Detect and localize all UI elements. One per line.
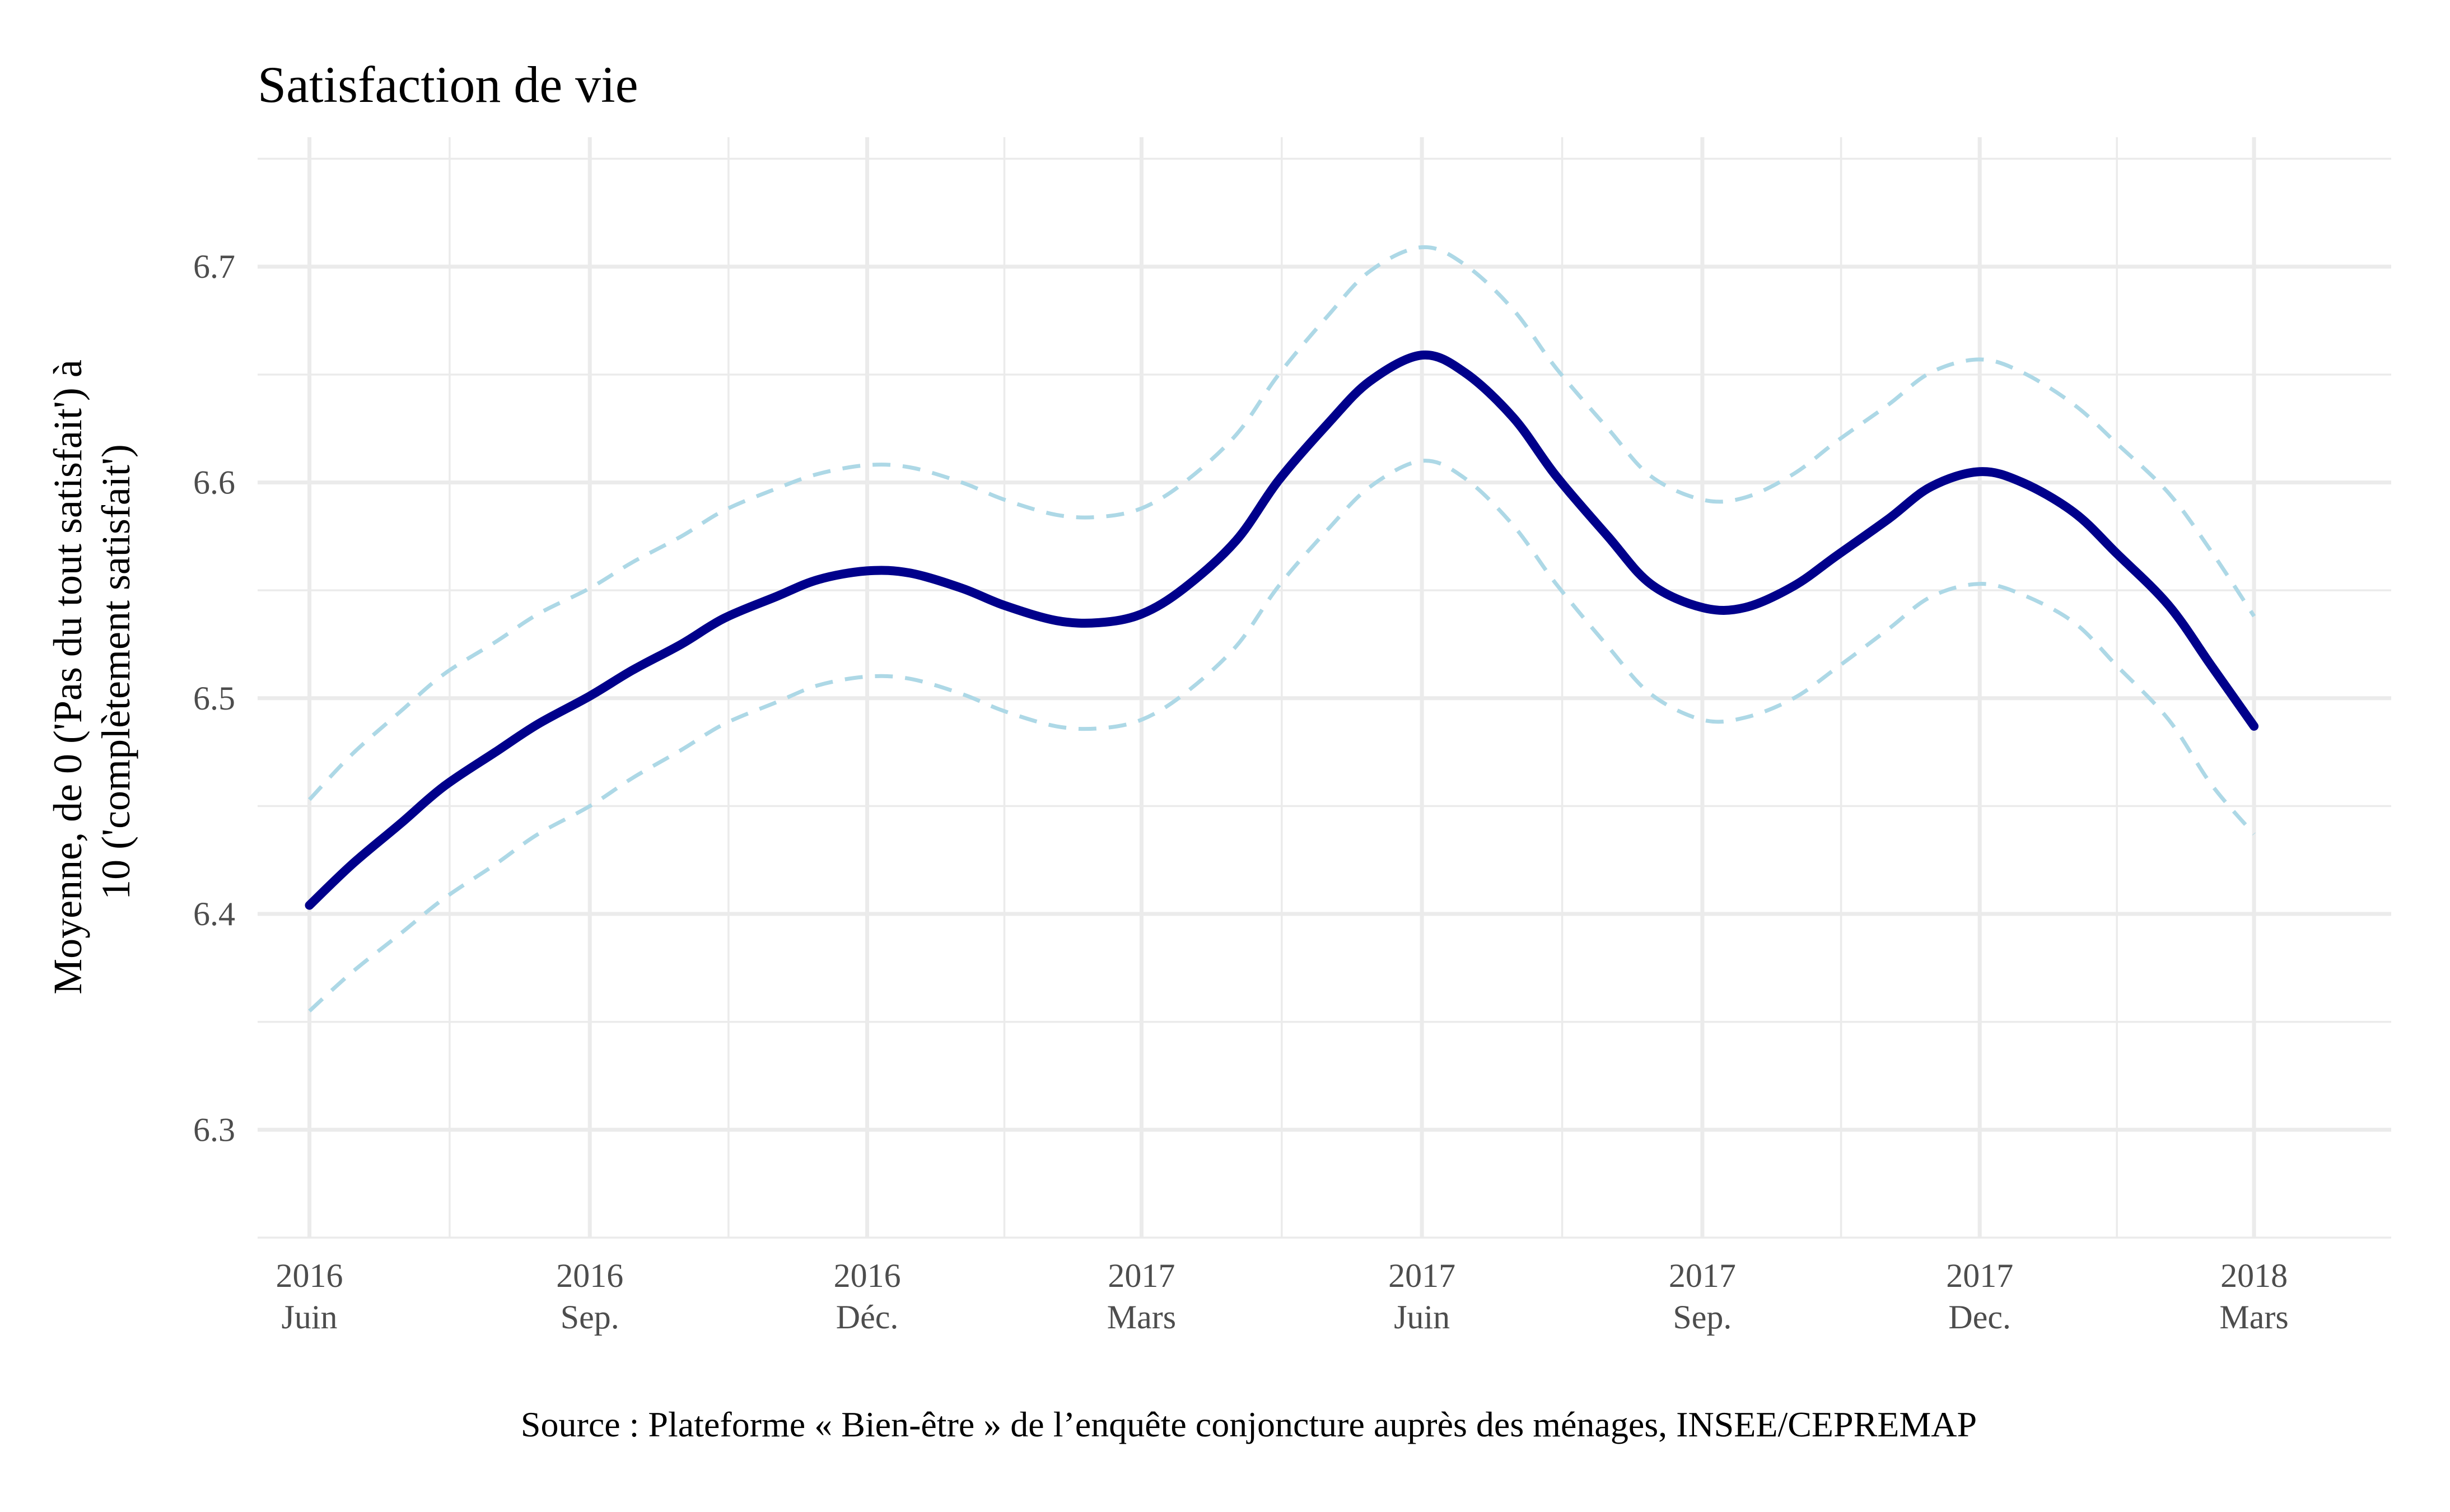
y-axis-ticks: 6.3 6.4 6.5 6.6 6.7 bbox=[193, 248, 235, 1148]
x-axis-ticks: 2016 Juin 2016 Sep. 2016 Déc. 2017 Mars 2017 Juin… bbox=[276, 1257, 2289, 1336]
source-caption: Source : Plateforme « Bien-être » de l’e… bbox=[521, 1404, 1977, 1444]
x-tick-month-label: Déc. bbox=[836, 1299, 899, 1336]
x-tick-month-label: Dec. bbox=[1948, 1299, 2011, 1336]
y-axis-title-line-2: 10 ('complètement satisfait') bbox=[94, 444, 138, 900]
x-tick-month-label: Sep. bbox=[561, 1299, 619, 1336]
y-tick-label: 6.6 bbox=[193, 464, 235, 501]
y-axis-title-line-1: Moyenne, de 0 ('Pas du tout satisfait') … bbox=[45, 360, 90, 995]
series-lower-bound-line bbox=[308, 459, 2256, 1012]
x-tick-month-label: Mars bbox=[1107, 1299, 1176, 1336]
y-axis-title: Moyenne, de 0 ('Pas du tout satisfait') … bbox=[45, 349, 138, 995]
y-tick-label: 6.5 bbox=[193, 680, 235, 717]
x-tick-month-label: Mars bbox=[2219, 1299, 2288, 1336]
y-tick-label: 6.3 bbox=[193, 1111, 235, 1148]
y-tick-label: 6.4 bbox=[193, 895, 235, 932]
x-tick-year-label: 2018 bbox=[2220, 1257, 2288, 1294]
x-tick-month-label: Juin bbox=[1394, 1299, 1450, 1336]
x-tick-year-label: 2017 bbox=[1946, 1257, 2013, 1294]
x-tick-year-label: 2016 bbox=[834, 1257, 901, 1294]
gridlines bbox=[258, 137, 2391, 1239]
x-tick-year-label: 2017 bbox=[1108, 1257, 1175, 1294]
x-tick-year-label: 2017 bbox=[1388, 1257, 1455, 1294]
x-tick-year-label: 2016 bbox=[276, 1257, 343, 1294]
y-tick-label: 6.7 bbox=[193, 248, 235, 285]
x-tick-year-label: 2016 bbox=[556, 1257, 623, 1294]
series-estimate-line bbox=[305, 350, 2259, 910]
series-upper-bound-line bbox=[307, 245, 2256, 801]
series-lines bbox=[305, 245, 2259, 1012]
chart-title: Satisfaction de vie bbox=[258, 56, 638, 113]
x-tick-month-label: Juin bbox=[282, 1299, 338, 1336]
x-tick-year-label: 2017 bbox=[1669, 1257, 1736, 1294]
x-tick-month-label: Sep. bbox=[1673, 1299, 1732, 1336]
